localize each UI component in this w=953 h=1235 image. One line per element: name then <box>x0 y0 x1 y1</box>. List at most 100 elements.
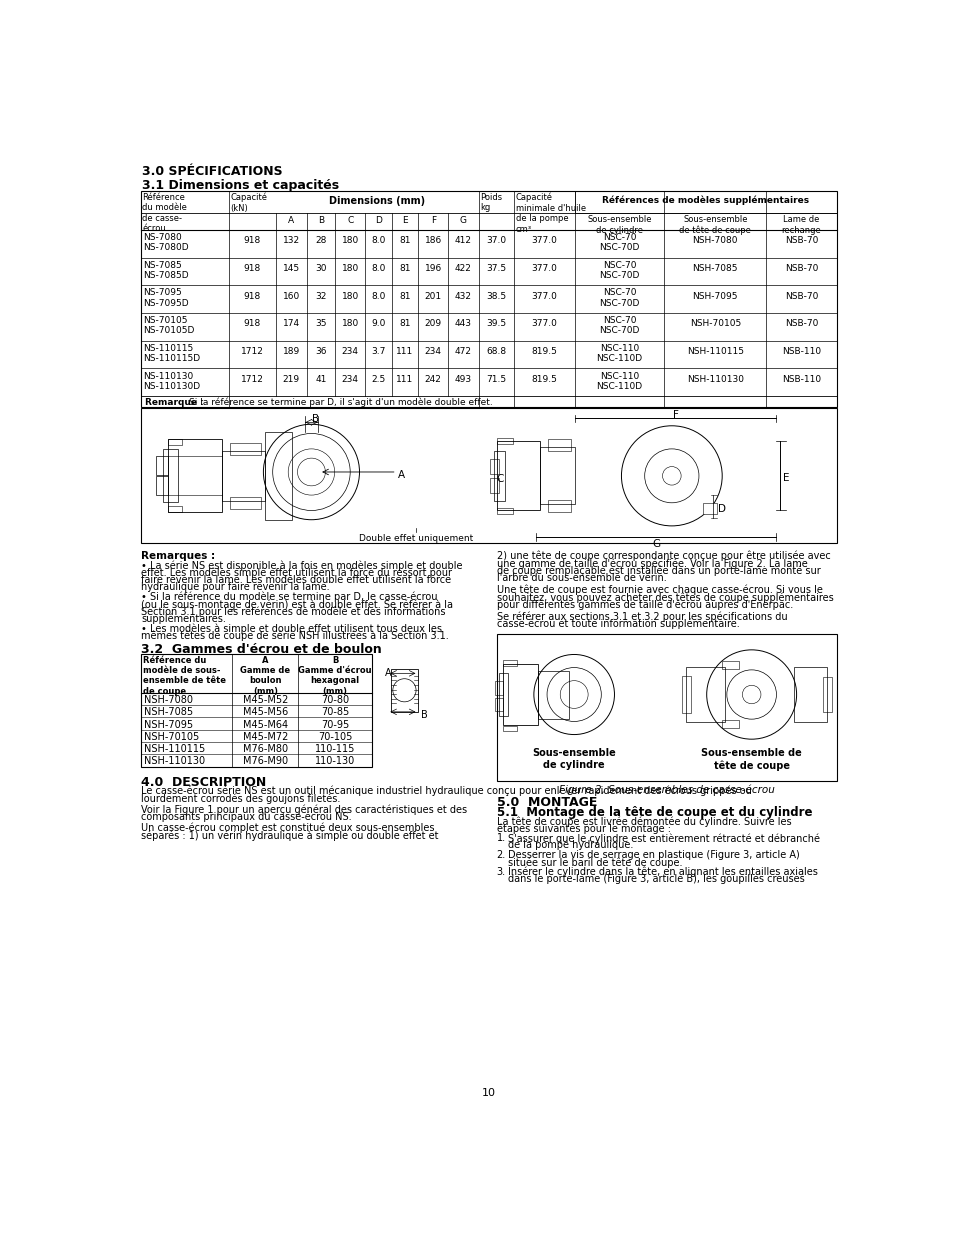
Text: 819.5: 819.5 <box>531 374 557 384</box>
Text: 4.0  DESCRIPTION: 4.0 DESCRIPTION <box>141 776 266 789</box>
Text: 37.0: 37.0 <box>486 236 506 245</box>
Text: 28: 28 <box>315 236 327 245</box>
Text: Poids
kg: Poids kg <box>479 193 501 212</box>
Bar <box>681 676 691 713</box>
Text: Double effet uniquement: Double effet uniquement <box>358 534 473 543</box>
Text: 180: 180 <box>341 264 358 273</box>
Text: 81: 81 <box>398 236 411 245</box>
Bar <box>265 431 292 520</box>
Bar <box>230 496 261 509</box>
Bar <box>721 720 739 727</box>
Text: dans le porte-lame (Figure 3, article B), les goupilles creuses: dans le porte-lame (Figure 3, article B)… <box>507 874 803 884</box>
Text: faire revenir la lame. Les modèles double effet utilisent la force: faire revenir la lame. Les modèles doubl… <box>141 574 451 585</box>
Text: D: D <box>375 216 381 225</box>
Text: NSC-70
NSC-70D: NSC-70 NSC-70D <box>598 233 639 252</box>
Text: casse-écrou et toute information supplémentaire.: casse-écrou et toute information supplém… <box>497 619 739 629</box>
Text: 132: 132 <box>282 236 299 245</box>
Bar <box>497 441 539 510</box>
Bar <box>502 659 517 666</box>
Text: composants principaux du casse-écrou NS.: composants principaux du casse-écrou NS. <box>141 811 352 823</box>
Text: Capacité
(kN): Capacité (kN) <box>230 193 267 212</box>
Bar <box>539 447 575 504</box>
Text: A: A <box>385 668 392 678</box>
Text: 5.0  MONTAGE: 5.0 MONTAGE <box>497 797 597 809</box>
Text: 145: 145 <box>282 264 299 273</box>
Text: 2) une tête de coupe correspondante conçue pour être utilisée avec: 2) une tête de coupe correspondante conç… <box>497 551 829 562</box>
Bar <box>794 667 826 722</box>
Text: NSB-110: NSB-110 <box>781 374 821 384</box>
Bar <box>141 191 836 406</box>
Text: 1712: 1712 <box>240 374 263 384</box>
Text: une gamme de taille d'écrou spécifiée. Voir la Figure 2. La lame: une gamme de taille d'écrou spécifiée. V… <box>497 558 806 569</box>
Text: La tête de coupe est livrée démontée du cylindre. Suivre les: La tête de coupe est livrée démontée du … <box>497 816 790 826</box>
Text: NSB-70: NSB-70 <box>784 291 818 300</box>
Bar <box>168 440 182 446</box>
Bar <box>497 635 836 781</box>
Text: 70-85: 70-85 <box>320 708 349 718</box>
Text: NSH-110115: NSH-110115 <box>686 347 743 356</box>
Bar <box>230 443 261 454</box>
Bar <box>391 669 418 711</box>
Text: 2.: 2. <box>497 850 505 860</box>
Text: NSC-70
NSC-70D: NSC-70 NSC-70D <box>598 288 639 308</box>
Text: Dimensions (mm): Dimensions (mm) <box>329 196 425 206</box>
Text: 81: 81 <box>398 264 411 273</box>
Text: NSH-7095: NSH-7095 <box>692 291 738 300</box>
Text: située sur le baril de tête de coupe.: située sur le baril de tête de coupe. <box>507 857 681 868</box>
Text: 70-95: 70-95 <box>320 720 349 730</box>
Bar <box>547 500 571 511</box>
Bar <box>721 662 739 669</box>
Text: M76-M90: M76-M90 <box>242 757 288 767</box>
Text: B: B <box>420 710 427 720</box>
Text: 5.1  Montage de la tête de coupe et du cylindre: 5.1 Montage de la tête de coupe et du cy… <box>497 806 811 819</box>
Text: 38.5: 38.5 <box>486 291 506 300</box>
Text: 8.0: 8.0 <box>371 264 385 273</box>
Text: 8.0: 8.0 <box>371 236 385 245</box>
Text: étapes suivantes pour le montage :: étapes suivantes pour le montage : <box>497 824 670 834</box>
Text: 377.0: 377.0 <box>531 264 557 273</box>
Text: 432: 432 <box>455 291 472 300</box>
Text: 110-130: 110-130 <box>314 757 355 767</box>
Text: effet. Les modèles simple effet utilisent la force du ressort pour: effet. Les modèles simple effet utilisen… <box>141 567 452 578</box>
Text: Insérer le cylindre dans la tête, en alignant les entailles axiales: Insérer le cylindre dans la tête, en ali… <box>507 867 817 878</box>
Text: C: C <box>496 473 503 484</box>
Text: Section 3.1 pour les références de modèle et des informations: Section 3.1 pour les références de modèl… <box>141 606 445 616</box>
Text: NSB-70: NSB-70 <box>784 264 818 273</box>
Text: F: F <box>430 216 436 225</box>
Text: 68.8: 68.8 <box>486 347 506 356</box>
Bar <box>156 477 168 495</box>
Text: • Les modèles à simple et double effet utilisent tous deux les: • Les modèles à simple et double effet u… <box>141 624 441 634</box>
Text: M45-M56: M45-M56 <box>242 708 288 718</box>
Text: Figure 2, Sous-ensembles de casse-écrou: Figure 2, Sous-ensembles de casse-écrou <box>558 784 774 795</box>
Text: Référence
du modèle
de casse-
écrou: Référence du modèle de casse- écrou <box>142 193 187 233</box>
Text: 443: 443 <box>455 320 472 329</box>
Text: 39.5: 39.5 <box>486 320 506 329</box>
Text: B: B <box>317 216 324 225</box>
Text: 81: 81 <box>398 320 411 329</box>
Text: A
Gamme de
boulon
(mm): A Gamme de boulon (mm) <box>240 656 290 695</box>
Text: M76-M80: M76-M80 <box>242 745 288 755</box>
Text: Référence du
modèle de sous-
ensemble de tête
de coupe: Référence du modèle de sous- ensemble de… <box>143 656 226 695</box>
Bar <box>497 437 513 443</box>
Bar <box>497 508 513 514</box>
Text: 472: 472 <box>455 347 472 356</box>
Text: 3.0 SPÉCIFICATIONS: 3.0 SPÉCIFICATIONS <box>142 165 283 178</box>
Text: G: G <box>459 216 466 225</box>
Bar <box>685 667 723 722</box>
Text: 35: 35 <box>315 320 327 329</box>
Text: Se référer aux sections 3.1 et 3.2 pour les spécifications du: Se référer aux sections 3.1 et 3.2 pour … <box>497 611 786 622</box>
Text: Références de modèles supplémentaires: Références de modèles supplémentaires <box>601 195 808 205</box>
Text: de coupe remplaçable est installée dans un porte-lame monté sur: de coupe remplaçable est installée dans … <box>497 566 820 576</box>
Text: Sous-ensemble
de cylindre: Sous-ensemble de cylindre <box>587 215 651 235</box>
Text: 110-115: 110-115 <box>314 745 355 755</box>
Bar <box>502 726 517 731</box>
Text: 1.: 1. <box>497 834 505 844</box>
Text: Le casse-écrou série NS est un outil mécanique industriel hydraulique conçu pour: Le casse-écrou série NS est un outil méc… <box>141 785 751 797</box>
Bar <box>493 451 505 501</box>
Text: D: D <box>718 504 725 514</box>
Text: NSH-110130: NSH-110130 <box>144 757 205 767</box>
Text: 180: 180 <box>341 291 358 300</box>
Text: M45-M64: M45-M64 <box>242 720 288 730</box>
Text: 186: 186 <box>424 236 441 245</box>
Text: 41: 41 <box>315 374 327 384</box>
